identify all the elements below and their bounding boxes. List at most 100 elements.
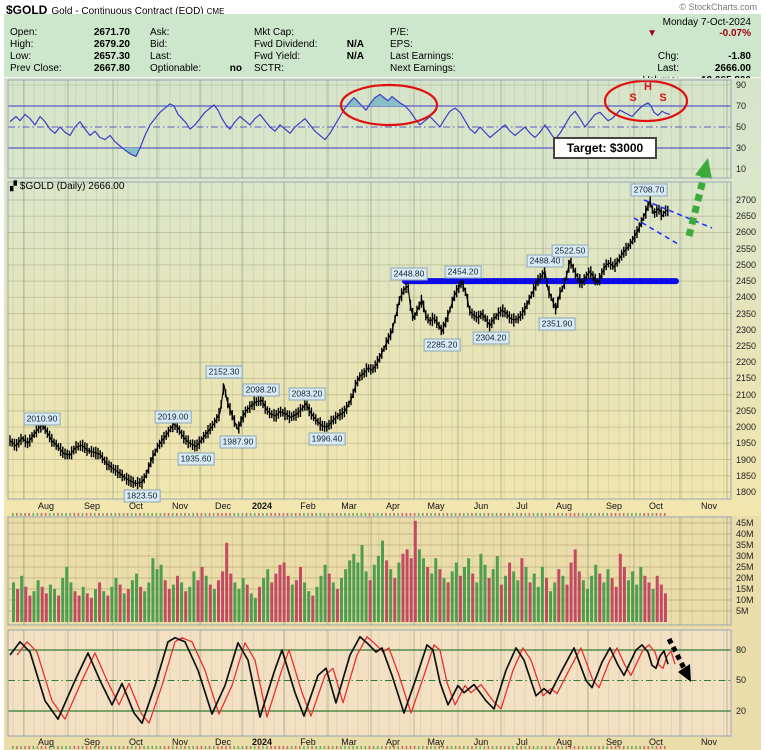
price-axis-label: 2400	[736, 292, 757, 303]
quote-value: 2666.00	[714, 63, 751, 74]
quote-row: Optionable: no	[150, 63, 242, 74]
volume-axis-label: 30M	[736, 551, 754, 561]
price-axis-label: 1800	[736, 486, 757, 497]
quote-row: Fwd Yield: N/A	[254, 51, 364, 62]
stoch-month-label: Apr	[385, 737, 401, 747]
price-flag: 2448.80	[390, 267, 428, 281]
percent-change: -0.07%	[719, 28, 751, 39]
stoch-month-label: Aug	[555, 737, 573, 747]
price-flag: 2010.90	[23, 412, 61, 426]
price-flag: 2454.20	[444, 265, 482, 279]
quote-date: Monday 7-Oct-2024	[662, 17, 751, 28]
quote-row: Last Earnings:	[390, 51, 506, 62]
shs-letter: H	[644, 81, 652, 93]
price-flag: 2285.20	[423, 338, 461, 352]
quote-value: 2657.30	[93, 51, 130, 62]
stoch-axis-label: 20	[736, 705, 747, 716]
quote-label: Prev Close:	[10, 63, 62, 74]
price-flag: 2488.40	[526, 254, 564, 268]
price-axis-label: 2550	[736, 243, 757, 254]
quote-row: Fwd Dividend: N/A	[254, 39, 364, 50]
quote-label: SCTR:	[254, 63, 284, 74]
month-label: Jun	[473, 501, 489, 511]
quote-label: Last:	[657, 63, 679, 74]
month-label: 2024	[251, 501, 273, 511]
instrument-name: Gold - Continuous Contract (EOD)	[51, 6, 204, 17]
quote-label: Fwd Yield:	[254, 51, 301, 62]
stoch-month-label: Nov	[171, 737, 189, 747]
stoch-axis-label: 80	[736, 644, 747, 655]
stoch-month-label: Oct	[648, 737, 664, 747]
stoch-month-label: 2024	[251, 737, 273, 747]
quote-label: High:	[10, 39, 34, 50]
quote-label: Optionable:	[150, 63, 202, 74]
quote-value: 2667.80	[93, 63, 130, 74]
quote-row: Mkt Cap:	[254, 27, 364, 38]
rsi-axis-label: 30	[736, 143, 747, 153]
stoch-month-label: Jul	[516, 737, 528, 747]
stoch-axis-label: 50	[736, 675, 747, 686]
quote-value: 2671.70	[93, 27, 130, 38]
volume-axis-label: 25M	[736, 562, 754, 572]
quote-row: Open: 2671.70	[10, 27, 130, 38]
price-axis-label: 2250	[736, 340, 757, 351]
quote-row: P/E:	[390, 27, 506, 38]
quote-row: High: 2679.20	[10, 39, 130, 50]
quote-row-right: Last: 2666.00	[657, 63, 751, 74]
price-axis-label: 2700	[736, 195, 757, 205]
price-flag: 2522.50	[551, 244, 589, 258]
quote-label: Chg:	[657, 51, 679, 62]
volume-axis-label: 20M	[736, 573, 754, 583]
quote-row: Last:	[150, 51, 242, 62]
quote-label: Bid:	[150, 39, 168, 50]
price-axis-label: 2350	[736, 308, 757, 319]
quote-label: Ask:	[150, 27, 170, 38]
stoch-month-label: Feb	[300, 737, 316, 747]
quote-label: P/E:	[390, 27, 409, 38]
quote-panel: Monday 7-Oct-2024 ▼ -0.07% Open: 2671.70 H…	[4, 14, 761, 86]
chart-icon: ▞	[10, 181, 17, 191]
price-axis-label: 2300	[736, 324, 757, 335]
shs-letter: S	[629, 92, 637, 104]
month-label: Oct	[648, 501, 664, 511]
quote-label: Fwd Dividend:	[254, 39, 318, 50]
quote-label: Next Earnings:	[390, 63, 456, 74]
stoch-month-label: Mar	[341, 737, 357, 747]
price-flag: 1935.60	[177, 452, 215, 466]
month-label: Apr	[385, 501, 401, 511]
month-label: May	[427, 501, 445, 511]
quote-label: Mkt Cap:	[254, 27, 295, 38]
main-chart-title: ▞ $GOLD (Daily) 2666.00	[10, 181, 125, 192]
quote-label: Open:	[10, 27, 38, 38]
quote-label: Last:	[150, 51, 172, 62]
volume-axis-label: 5M	[736, 606, 749, 616]
stoch-month-label: Oct	[128, 737, 144, 747]
quote-label: EPS:	[390, 39, 413, 50]
down-triangle-icon: ▼	[647, 28, 657, 39]
price-axis-label: 1850	[736, 470, 757, 481]
price-flag: 1823.50	[123, 489, 161, 503]
stoch-month-label: Nov	[700, 737, 718, 747]
quote-row: Ask:	[150, 27, 242, 38]
rsi-axis-label: 10	[736, 164, 747, 174]
price-flag: 2019.00	[154, 410, 192, 424]
shs-letter: S	[659, 92, 667, 104]
symbol: $GOLD	[6, 3, 48, 17]
price-axis-label: 2000	[736, 422, 757, 433]
month-label: Sep	[83, 501, 101, 511]
month-label: Jul	[516, 501, 528, 511]
stoch-month-label: Sep	[83, 737, 101, 747]
price-flag: 1996.40	[308, 432, 346, 446]
quote-label: Last Earnings:	[390, 51, 454, 62]
price-flag: 2708.70	[630, 183, 668, 197]
volume-axis-label: 15M	[736, 584, 754, 594]
chart-header: $GOLD Gold - Continuous Contract (EOD) CME	[6, 1, 224, 17]
month-label: Nov	[700, 501, 718, 511]
price-flag: 2098.20	[242, 383, 280, 397]
quote-value: no	[229, 63, 242, 74]
price-flag: 1987.90	[219, 435, 257, 449]
price-axis-label: 2650	[736, 211, 757, 222]
price-flag: 2351.90	[538, 317, 576, 331]
